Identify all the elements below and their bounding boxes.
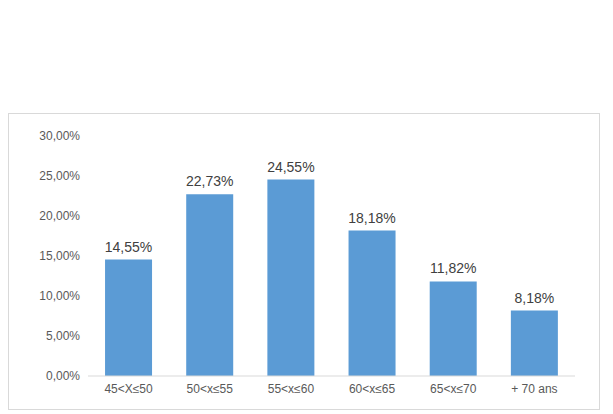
svg-text:24,55%: 24,55% <box>267 159 314 175</box>
svg-text:30,00%: 30,00% <box>39 129 80 143</box>
svg-text:18,18%: 18,18% <box>348 210 395 226</box>
svg-text:25,00%: 25,00% <box>39 169 80 183</box>
svg-text:14,55%: 14,55% <box>105 239 152 255</box>
svg-text:0,00%: 0,00% <box>46 369 80 383</box>
svg-text:5,00%: 5,00% <box>46 329 80 343</box>
svg-text:20,00%: 20,00% <box>39 209 80 223</box>
svg-text:+ 70 ans: + 70 ans <box>511 382 557 396</box>
svg-text:22,73%: 22,73% <box>186 173 233 189</box>
svg-text:10,00%: 10,00% <box>39 289 80 303</box>
svg-text:55<x≤60: 55<x≤60 <box>268 382 315 396</box>
svg-text:60<x≤65: 60<x≤65 <box>349 382 396 396</box>
svg-text:15,00%: 15,00% <box>39 249 80 263</box>
svg-text:45<X≤50: 45<X≤50 <box>104 382 153 396</box>
svg-text:11,82%: 11,82% <box>430 260 476 276</box>
svg-text:50<x≤55: 50<x≤55 <box>187 382 234 396</box>
svg-text:65<x≤70: 65<x≤70 <box>430 382 477 396</box>
svg-text:8,18%: 8,18% <box>515 290 555 306</box>
